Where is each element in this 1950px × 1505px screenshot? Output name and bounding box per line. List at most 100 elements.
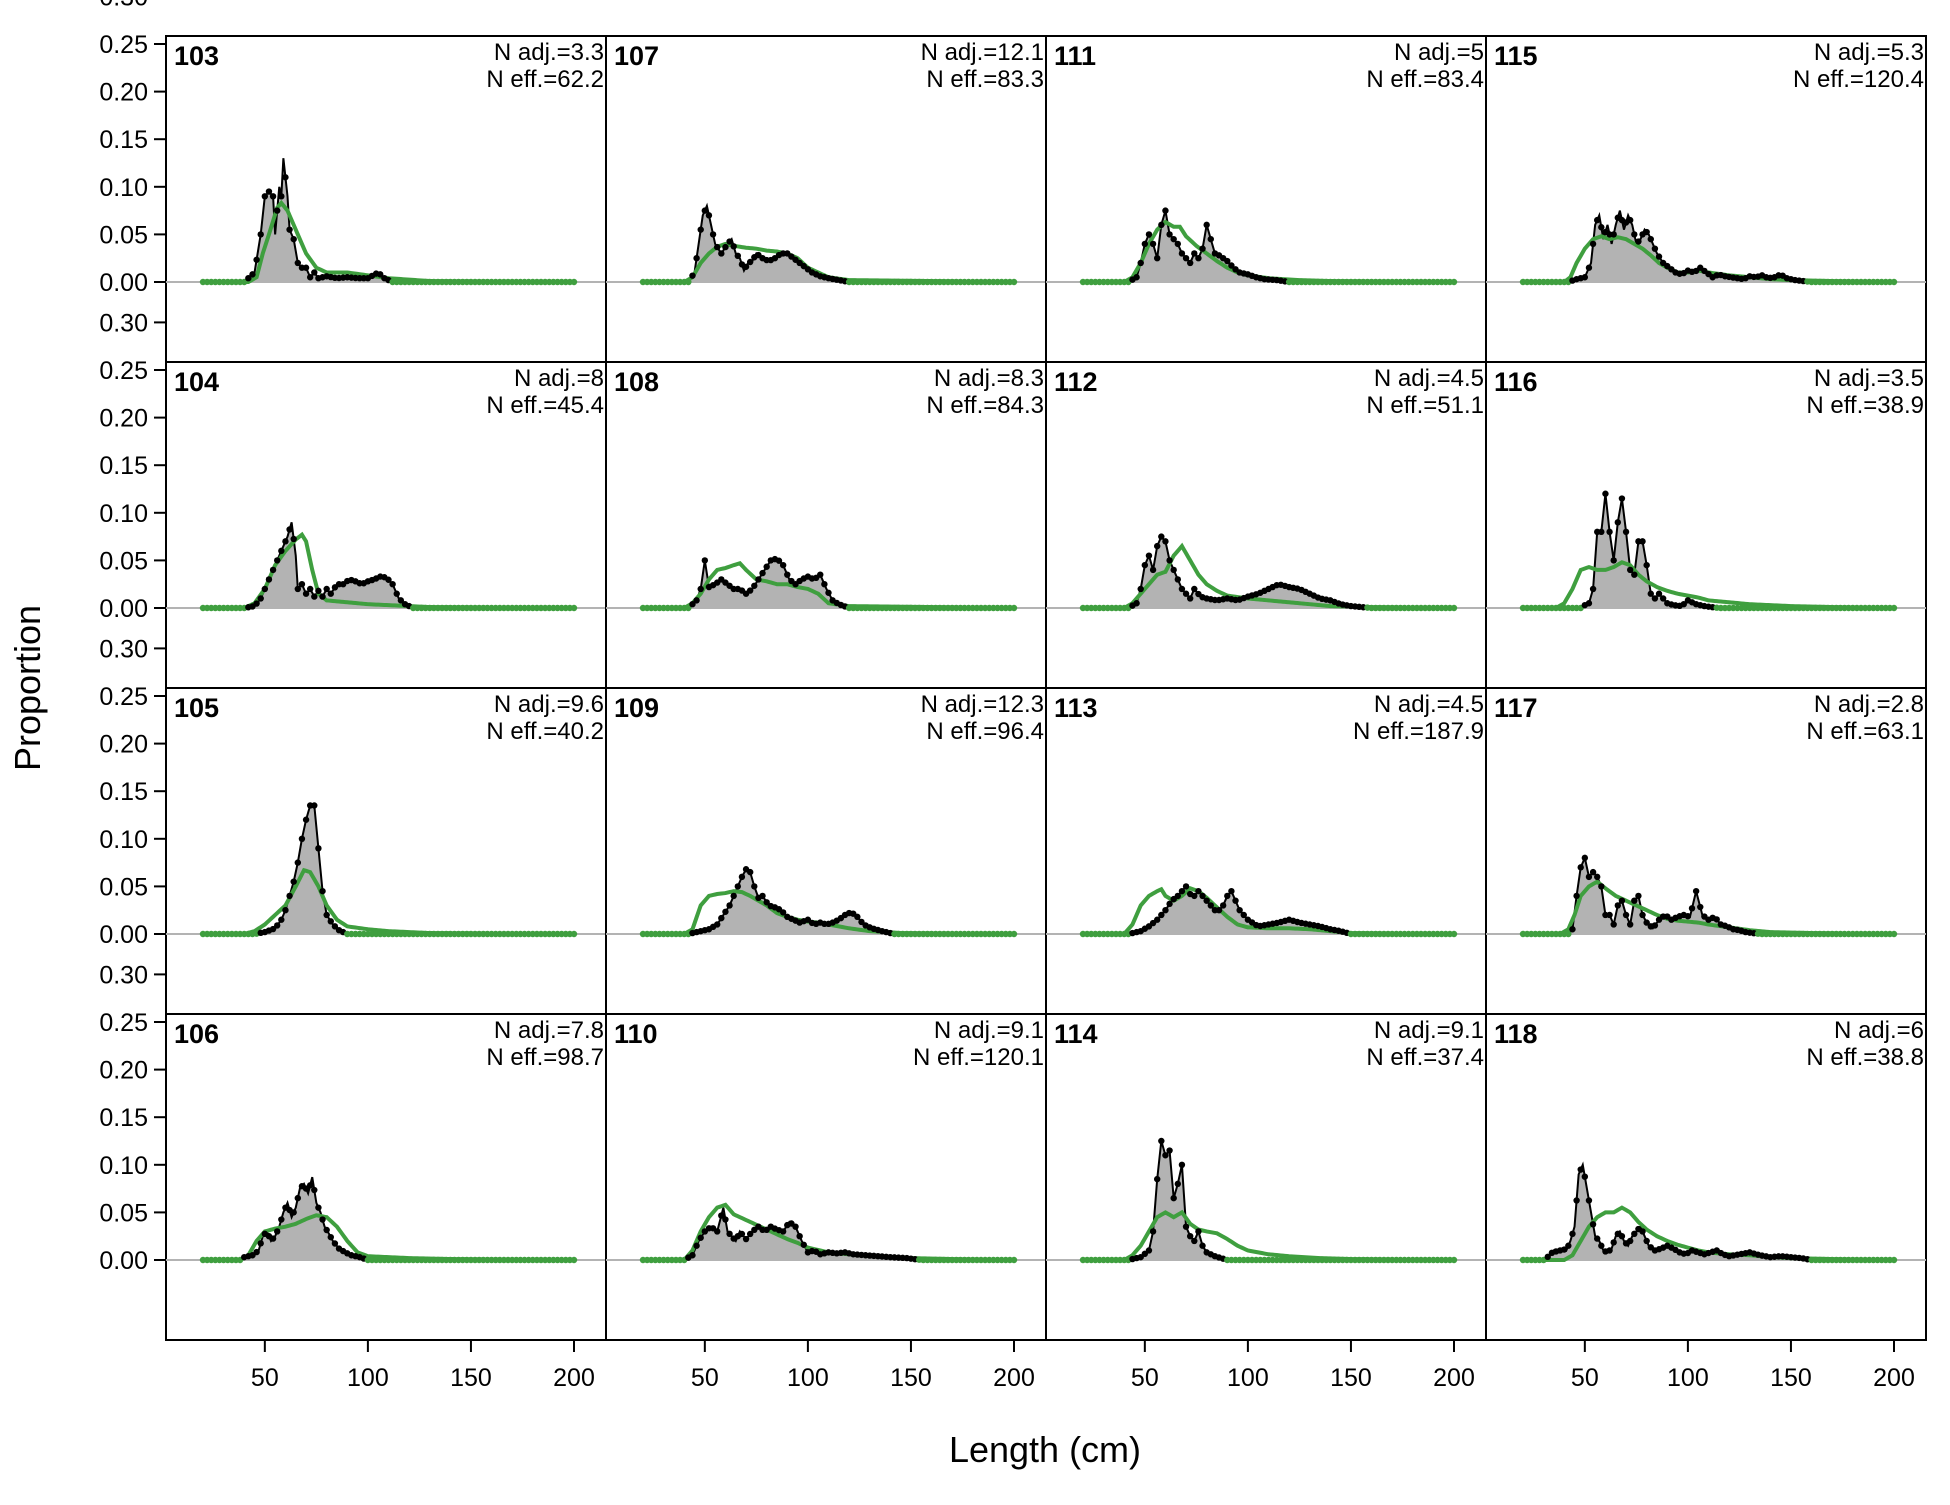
observed-point [1186,1233,1194,1240]
observed-point [779,1228,787,1235]
panel-frame [1485,1013,1927,1341]
observed-line [1523,493,1894,609]
observed-point [1154,916,1161,923]
panel-107: 107 N adj.=12.1N eff.=83.3 [605,35,1047,363]
observed-point [315,845,322,852]
observed-point [854,913,861,921]
observed-point [796,1233,803,1240]
observed-point [1162,907,1169,914]
observed-point [319,887,326,895]
observed-point [1577,1166,1584,1173]
n-eff-label: N eff.=51.1 [1366,392,1484,419]
observed-point [1565,930,1572,938]
observed-point [792,1223,799,1230]
observed-point [1199,245,1206,252]
observed-point [1141,561,1149,569]
x-tick-label: 100 [347,1364,389,1392]
panel-id-label: 114 [1054,1019,1098,1049]
panel-106: 106 N adj.=7.8N eff.=98.7 [165,1013,607,1341]
observed-point [1614,902,1622,909]
observed-point [1618,495,1626,502]
observed-point [278,547,285,555]
observed-area [643,869,1014,934]
n-adj-label: N adj.=3.5 [1814,365,1924,392]
observed-point [1224,892,1231,900]
observed-area [203,805,574,934]
n-adj-label: N adj.=8 [514,365,604,392]
observed-point [697,585,704,593]
panel-111: 111 N adj.=5N eff.=83.4 [1045,35,1487,363]
observed-point [755,576,762,583]
observed-point [722,243,729,251]
observed-point [1610,1239,1617,1246]
observed-point [817,571,824,578]
observed-point [1186,595,1194,602]
observed-point [1174,892,1182,900]
observed-point [1182,883,1190,890]
observed-point [1659,595,1667,602]
observed-point [1195,1228,1202,1235]
n-eff-label: N eff.=83.3 [926,66,1044,93]
y-tick-label: 0.20 [99,731,148,759]
n-adj-label: N adj.=12.3 [921,691,1044,718]
observed-point [1631,897,1638,904]
observed-point [323,1226,330,1234]
panel-116: 116 N adj.=3.5N eff.=38.9 [1485,361,1927,689]
observed-point [1141,240,1149,248]
y-tick-label: 0.10 [99,1152,148,1180]
n-adj-label: N adj.=5 [1394,39,1484,66]
observed-point [294,585,302,593]
observed-point [1228,262,1235,269]
observed-point [570,930,578,938]
observed-point [746,868,754,876]
observed-point [1639,538,1646,545]
observed-point [1137,259,1144,267]
n-eff-label: N eff.=37.4 [1366,1044,1484,1071]
observed-point [269,925,277,933]
observed-point [1149,566,1157,574]
observed-line [203,804,574,935]
y-tick-label: 0.20 [99,1057,148,1085]
observed-point [742,1235,750,1243]
observed-point [685,278,692,286]
observed-point [253,600,260,607]
observed-point [1890,930,1898,938]
panel-id-label: 118 [1494,1019,1538,1049]
observed-point [1207,902,1214,909]
observed-point [1635,238,1642,245]
observed-point [1573,1197,1580,1204]
observed-point [1182,1223,1190,1230]
observed-point [1890,278,1898,286]
observed-point [1178,250,1186,257]
observed-point [257,595,264,602]
observed-point [1174,240,1182,248]
observed-point [1166,557,1173,564]
y-tick-label: 0.30 [99,961,148,989]
observed-point [306,274,314,281]
n-adj-label: N adj.=9.1 [934,1017,1044,1044]
panel-id-label: 108 [614,367,659,397]
y-tick-label: 0.25 [99,357,148,385]
panel-109: 109 N adj.=12.3N eff.=96.4 [605,687,1047,1015]
panel-110: 110 N adj.=9.1N eff.=120.1 [605,1013,1047,1341]
observed-point [1626,216,1634,224]
panel-id-label: 105 [174,693,219,723]
panel-id-label: 110 [614,1019,658,1049]
n-adj-label: N adj.=4.5 [1374,365,1484,392]
observed-point [282,538,289,545]
panel-id-label: 117 [1494,693,1538,723]
x-tick-label: 50 [691,1364,719,1392]
observed-point [274,1228,281,1235]
x-tick-label: 100 [1667,1364,1709,1392]
observed-point [701,207,709,214]
observed-point [1573,892,1580,900]
x-axis-title: Length (cm) [949,1429,1141,1470]
observed-point [1174,576,1182,583]
observed-point [302,590,310,597]
observed-point [1697,903,1704,911]
observed-point [1178,1161,1186,1169]
x-tick-label: 150 [450,1364,492,1392]
observed-point [746,258,754,266]
observed-point [1598,528,1605,536]
observed-point [825,589,832,596]
